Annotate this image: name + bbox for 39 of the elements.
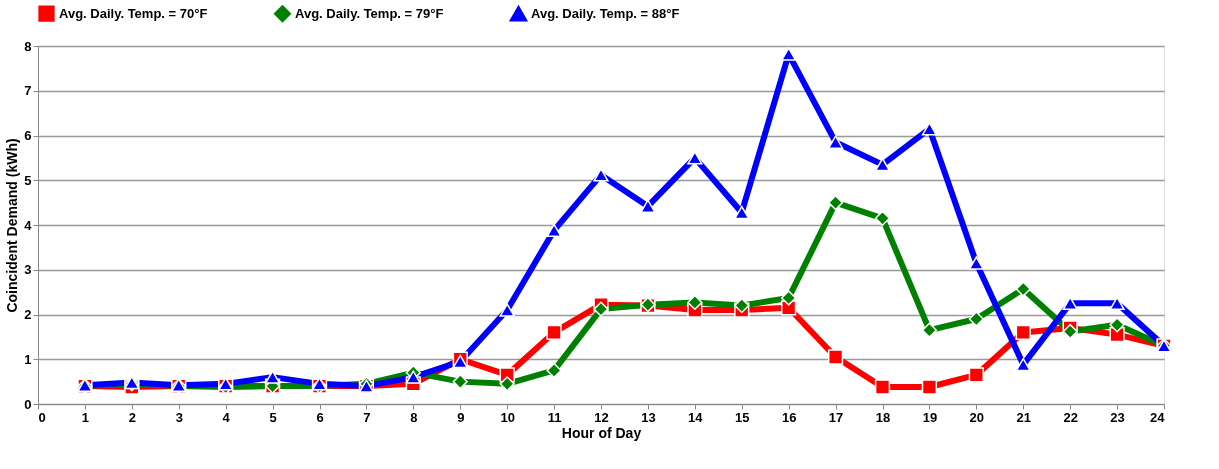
x-tick-label: 7 (363, 409, 371, 425)
x-tick-label: 19 (922, 409, 938, 425)
x-tick-label: 5 (269, 409, 277, 425)
x-tick-label: 15 (735, 409, 750, 425)
x-tick-label: 8 (410, 409, 418, 425)
x-tick-label: 16 (781, 409, 797, 425)
y-tick-label: 8 (24, 38, 32, 54)
x-tick-label: 10 (500, 409, 515, 425)
x-tick-label: 1 (81, 409, 90, 425)
x-tick-label: 9 (457, 409, 465, 425)
y-tick-label: 1 (24, 351, 32, 367)
x-tick-label: 4 (222, 409, 231, 425)
x-tick-label: 11 (547, 409, 562, 425)
y-axis-title: Coincident Demand (kWh) (4, 138, 21, 313)
x-tick-label: 3 (175, 409, 183, 425)
x-tick-label: 6 (316, 409, 324, 425)
x-tick-label: 12 (594, 409, 609, 425)
x-axis-title: Hour of Day (561, 424, 642, 441)
y-tick-label: 4 (24, 217, 33, 233)
x-tick-label: 18 (875, 409, 891, 425)
y-tick-label: 7 (24, 83, 32, 99)
x-tick-label: 2 (128, 409, 136, 425)
x-tick-label: 21 (1016, 409, 1031, 425)
x-tick-label: 13 (641, 409, 656, 425)
y-tick-label: 0 (24, 396, 32, 412)
x-tick-label: 17 (828, 409, 844, 425)
y-tick-label: 2 (24, 307, 32, 322)
x-tick-label: 24 (1150, 409, 1166, 425)
y-tick-label: 3 (24, 262, 32, 278)
y-tick-label: 6 (24, 128, 32, 143)
legend-label: Avg. Daily. Temp. = 88°F (531, 6, 680, 22)
legend-label: Avg. Daily. Temp. = 79°F (295, 5, 444, 21)
x-tick-label: 0 (38, 409, 46, 425)
x-tick-label: 23 (1110, 409, 1125, 425)
x-tick-label: 22 (1063, 409, 1078, 425)
x-tick-label: 20 (969, 409, 985, 425)
x-tick-label: 14 (688, 409, 704, 425)
y-tick-label: 5 (24, 172, 32, 188)
legend-label: Avg. Daily. Temp. = 70°F (59, 5, 208, 21)
